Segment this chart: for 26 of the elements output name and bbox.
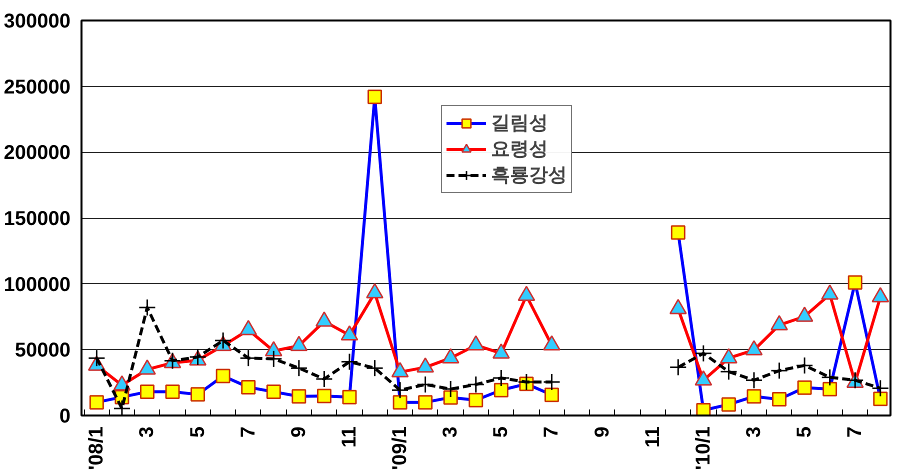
x-tick-label: 3 [440,426,462,438]
y-tick-label: 250000 [4,76,71,98]
x-tick-label: 7 [237,426,260,438]
x-tick-label: 5 [186,426,209,438]
x-tick-label: 7 [540,426,563,438]
x-tick-label: 5 [490,426,512,438]
x-tick-label: 3 [136,426,158,438]
y-tick-label: 0 [59,406,70,428]
x-tick-label: 9 [288,426,310,438]
x-tick-label: 9 [591,426,614,438]
x-tick-label: '10/1 [692,426,714,470]
legend-label: 흑룡강성 [491,163,567,188]
y-tick-label: 150000 [4,208,71,230]
y-tick-label: 100000 [4,274,71,296]
x-tick-label: 11 [642,426,664,448]
y-tick-label: 50000 [14,340,71,362]
x-tick-label: 5 [794,426,816,438]
x-tick-label: 11 [338,426,360,448]
x-tick-label: '09/1 [389,426,412,470]
y-tick-label: 300000 [4,10,71,32]
x-tick-label: 3 [742,426,765,438]
x-tick-label: '08/1 [86,426,108,470]
x-tick-label: 7 [844,426,866,438]
legend-label: 요령성 [491,137,548,162]
y-tick-label: 200000 [4,142,71,164]
legend-label: 길림성 [491,111,548,136]
